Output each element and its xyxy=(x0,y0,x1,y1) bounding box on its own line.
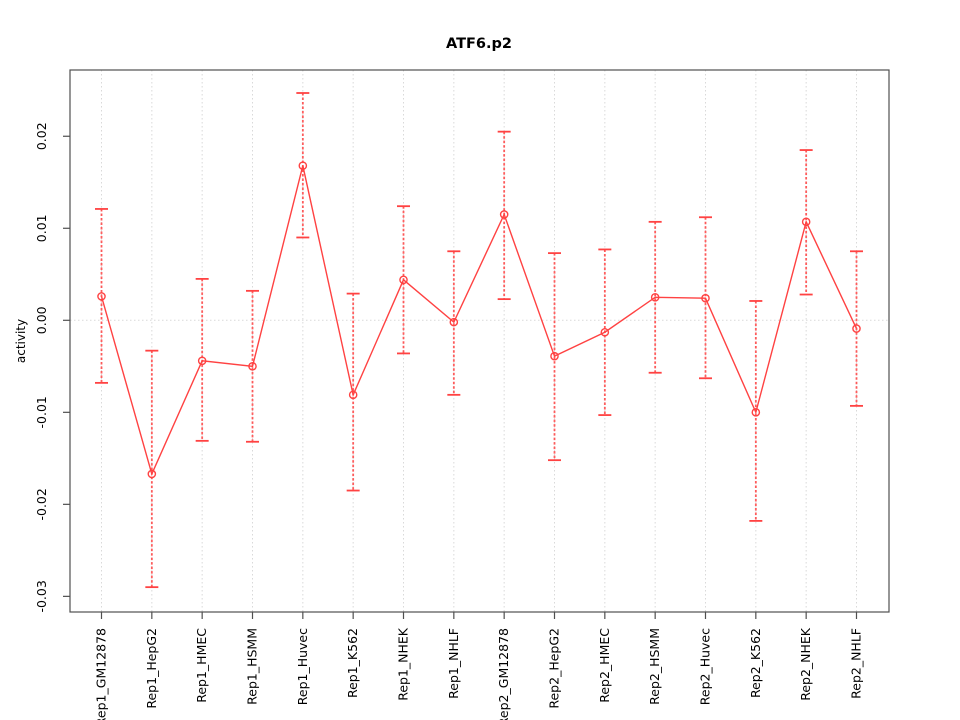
series-line xyxy=(100,165,858,477)
data-point xyxy=(147,469,157,479)
data-point xyxy=(499,210,509,219)
data-point xyxy=(751,408,761,417)
data-point xyxy=(650,292,660,302)
data-point xyxy=(701,293,710,303)
x-tick-label: Rep1_HMEC xyxy=(194,628,209,703)
plot-area: 0.02 0.01 0.00 -0.01 -0.02 -0.03 Rep1_GM12878 R… xyxy=(34,70,889,720)
plot-border xyxy=(69,69,890,613)
x-tick-label: Rep1_HepG2 xyxy=(144,628,159,709)
data-point xyxy=(197,356,207,366)
data-point xyxy=(399,275,408,285)
x-tick-label: Rep2_K562 xyxy=(748,628,763,698)
data-point xyxy=(449,317,459,327)
y-tick-label: -0.03 xyxy=(34,580,49,612)
data-point xyxy=(550,351,559,361)
x-tick-label: Rep1_HSMM xyxy=(244,628,259,705)
data-point xyxy=(600,327,610,337)
x-tick-label: Rep2_NHEK xyxy=(798,627,813,701)
x-tick-label: Rep1_NHLF xyxy=(446,628,461,699)
y-tick-label: -0.02 xyxy=(34,488,49,520)
data-point xyxy=(801,217,811,227)
x-tick-label: Rep2_NHLF xyxy=(848,628,863,699)
data-point xyxy=(97,292,106,301)
x-tick-label: Rep1_Huvec xyxy=(295,628,310,705)
data-point xyxy=(298,161,308,171)
x-tick-label: Rep1_K562 xyxy=(345,628,360,698)
x-tick-label: Rep2_HepG2 xyxy=(546,628,561,709)
chart-title: ATF6.p2 xyxy=(446,36,512,52)
x-tick-label: Rep2_Huvec xyxy=(697,628,712,705)
x-tick-label: Rep2_HMEC xyxy=(597,628,612,703)
x-tick-label: Rep2_HSMM xyxy=(647,628,662,705)
data-point xyxy=(248,362,257,371)
y-tick-label: 0.00 xyxy=(34,306,49,334)
y-tick-label: -0.01 xyxy=(34,396,49,428)
y-tick-label: 0.02 xyxy=(34,122,49,150)
data-point xyxy=(348,390,358,400)
x-tick-label: Rep2_GM12878 xyxy=(496,628,511,720)
data-point xyxy=(852,324,861,333)
x-tick-label: Rep1_GM12878 xyxy=(94,628,109,720)
y-tick-label: 0.01 xyxy=(34,214,49,242)
x-tick-label: Rep1_NHEK xyxy=(395,627,410,701)
y-axis-title: activity xyxy=(14,319,28,363)
